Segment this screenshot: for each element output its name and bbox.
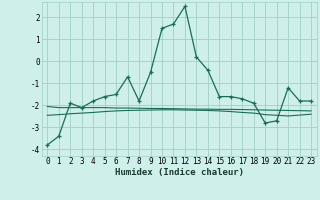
X-axis label: Humidex (Indice chaleur): Humidex (Indice chaleur) <box>115 168 244 177</box>
